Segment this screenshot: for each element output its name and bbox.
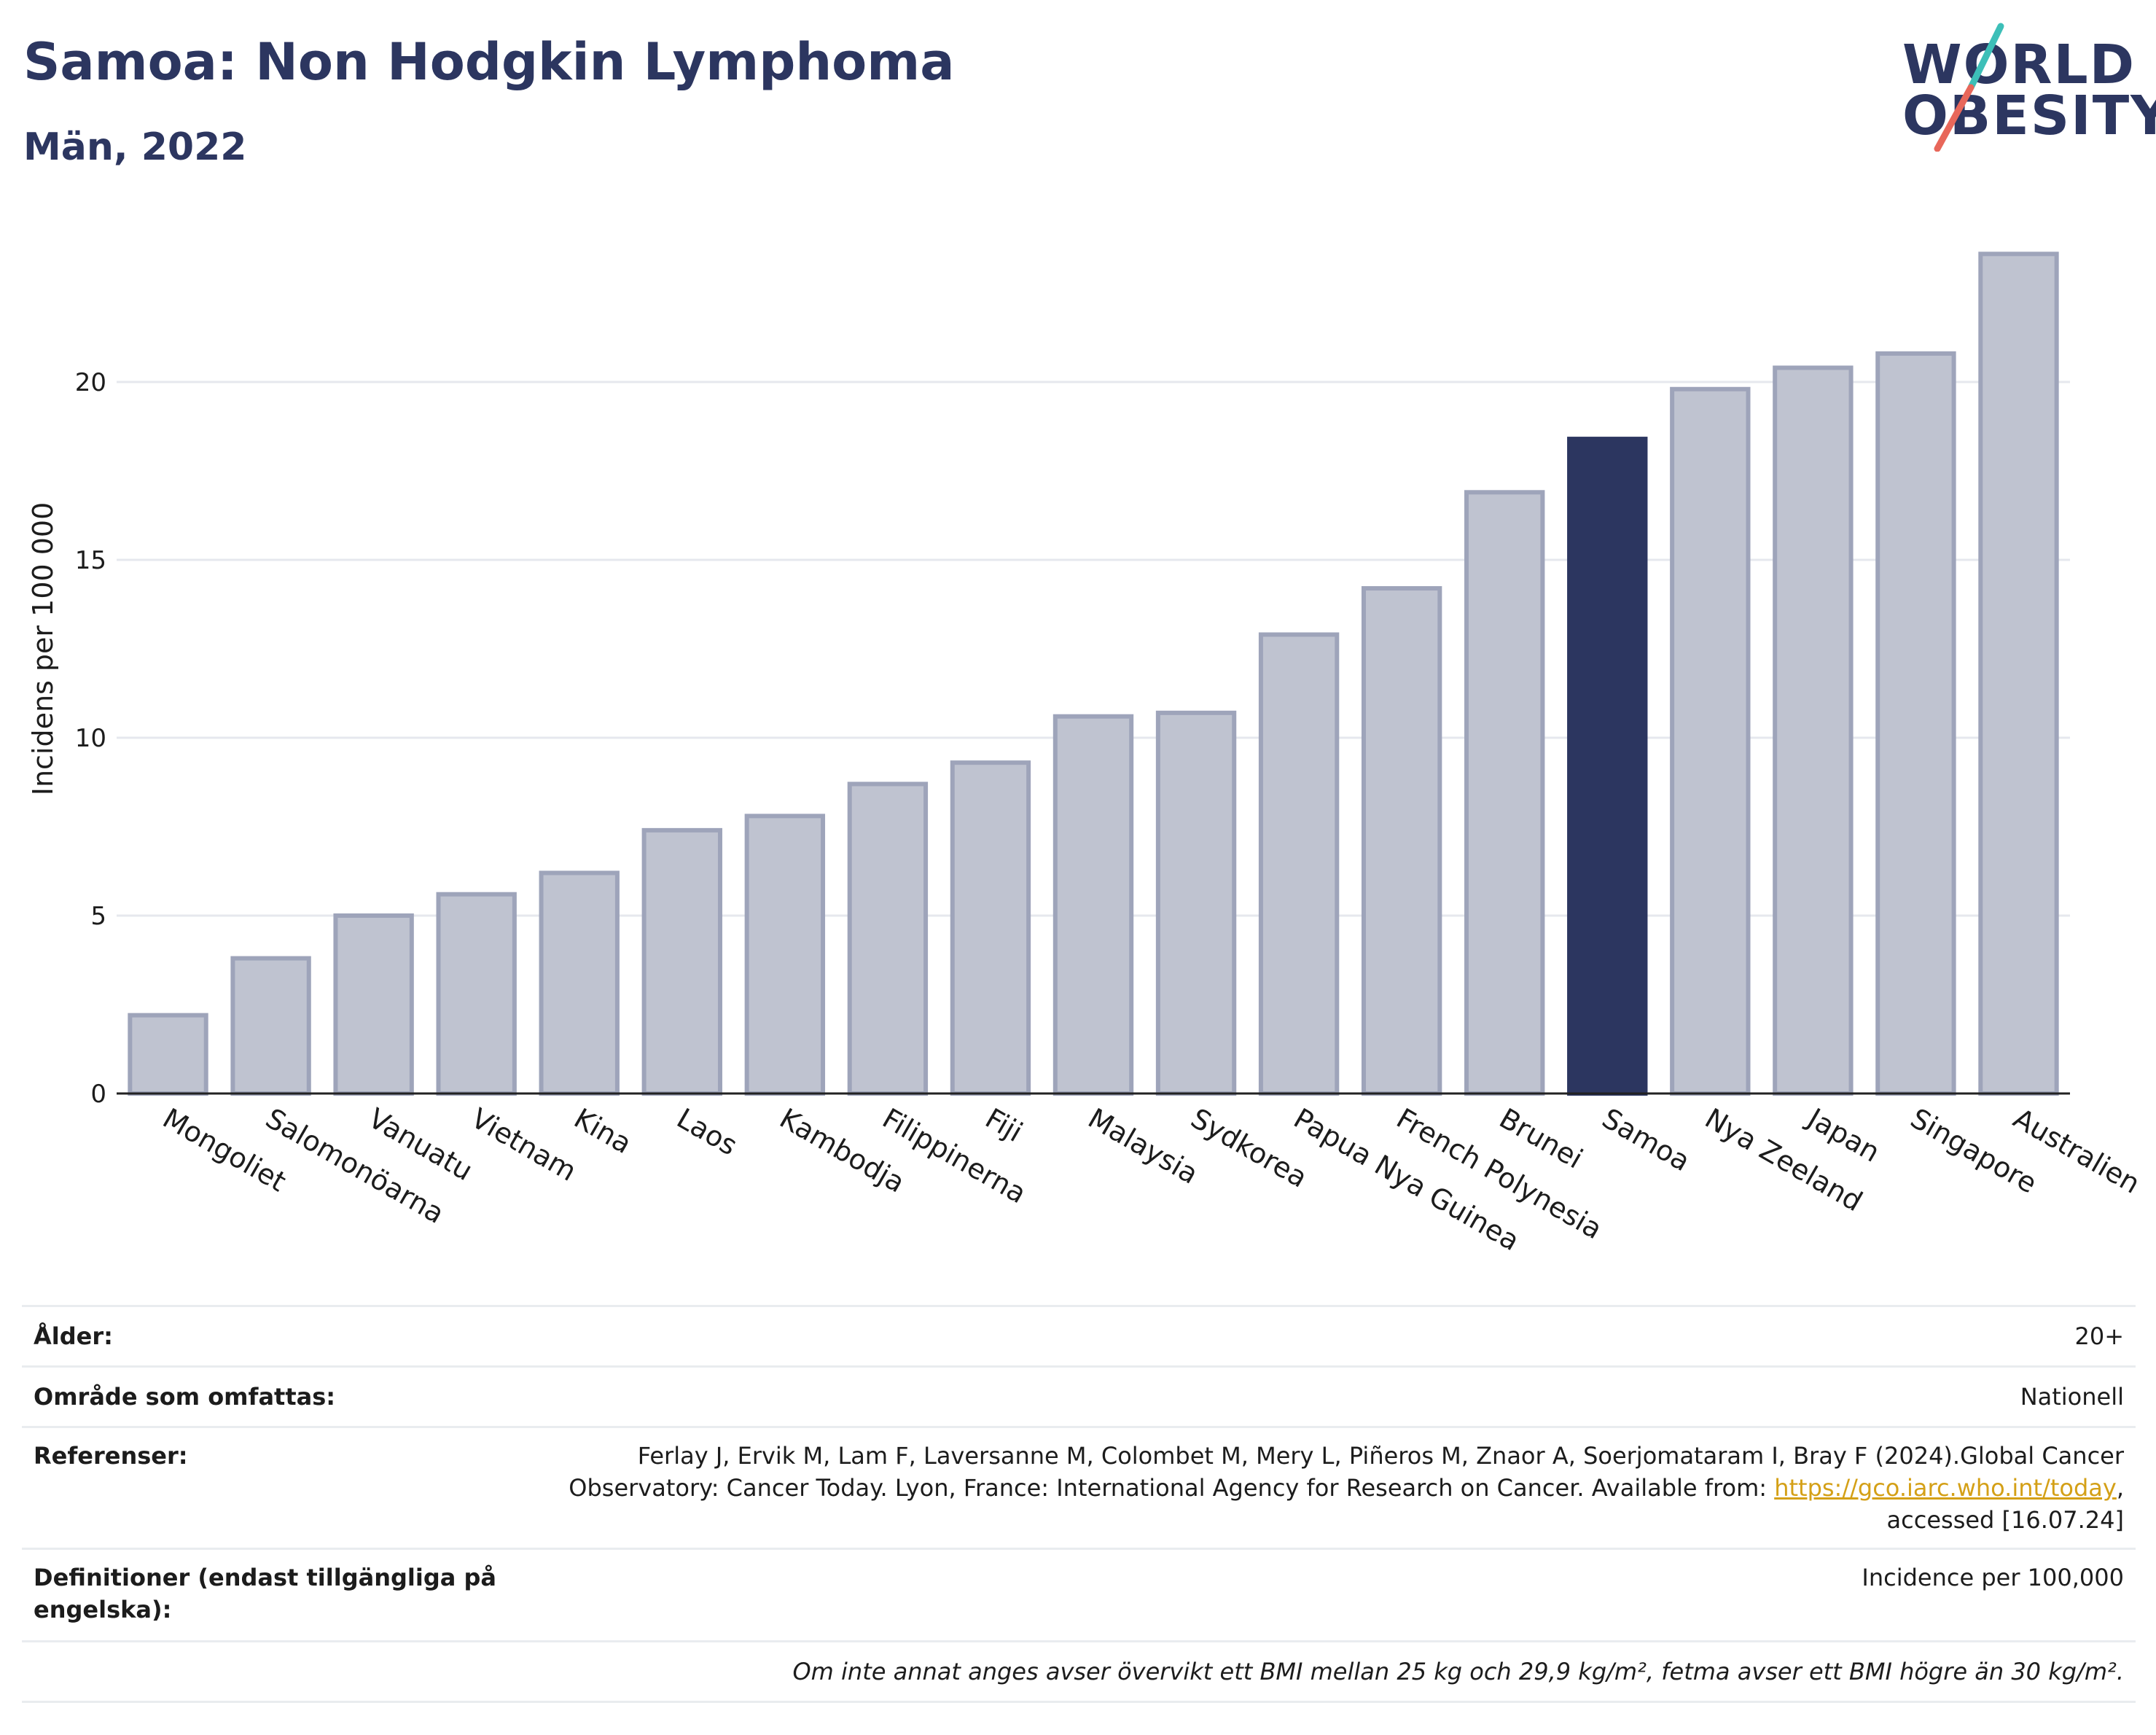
y-tick-label: 5 (90, 902, 106, 931)
bar-nya-zeeland (1670, 386, 1751, 1096)
metadata-table: Ålder: 20+ Område som omfattas: Nationel… (22, 1305, 2136, 1703)
meta-row-definitions: Definitioner (endast tillgängliga på eng… (22, 1548, 2136, 1640)
bar-papua-nya-guinea (1258, 632, 1340, 1096)
area-label: Område som omfattas: (34, 1383, 336, 1411)
logo-slash-icon (1934, 23, 2004, 152)
y-tick-label: 20 (75, 368, 106, 397)
bar-sydkorea (1155, 710, 1237, 1096)
bar-kina (539, 870, 620, 1096)
bar-samoa (1567, 437, 1648, 1096)
bar-filippinerna (847, 781, 929, 1096)
x-tick-label: Fiji (980, 1102, 1028, 1148)
meta-row-note: Om inte annat anges avser övervikt ett B… (22, 1640, 2136, 1703)
bar-singapore (1875, 351, 1956, 1096)
x-tick-label: Laos (671, 1102, 743, 1162)
age-label: Ålder: (34, 1322, 113, 1350)
references-line-2-end: , (2116, 1474, 2124, 1502)
logo-word-world: WORLD (1902, 34, 2136, 96)
y-axis-label: Incidens per 100 000 (27, 502, 59, 796)
x-tick-label: Sydkorea (1186, 1102, 1313, 1194)
bar-kambodja (744, 814, 826, 1096)
area-value: Nationell (2020, 1383, 2124, 1411)
bar-australien (1978, 252, 2059, 1096)
world-obesity-logo: WORLD OBESITY (1902, 20, 2156, 152)
bmi-note: Om inte annat anges avser övervikt ett B… (792, 1658, 2124, 1685)
x-tick-label: Malaysia (1083, 1102, 1204, 1190)
bar-brunei (1464, 490, 1545, 1096)
age-value: 20+ (2074, 1322, 2124, 1350)
bar-laos (641, 827, 722, 1096)
definitions-label: Definitioner (endast tillgängliga på eng… (34, 1564, 496, 1623)
bar-vanuatu (333, 913, 414, 1096)
references-link[interactable]: https://gco.iarc.who.int/today (1774, 1474, 2117, 1502)
references-line-2-text: Observatory: Cancer Today. Lyon, France:… (569, 1474, 1775, 1502)
references-label: Referenser: (34, 1442, 188, 1470)
chart-title: Samoa: Non Hodgkin Lymphoma (23, 32, 955, 92)
chart-subtitle: Män, 2022 (23, 125, 247, 169)
x-tick-label: Samoa (1597, 1102, 1695, 1178)
bar-mongoliet (128, 1013, 208, 1096)
definitions-value: Incidence per 100,000 (1862, 1564, 2124, 1591)
meta-row-references: Referenser: Ferlay J, Ervik M, Lam F, La… (22, 1426, 2136, 1548)
bar-vietnam (436, 892, 517, 1096)
y-tick-label: 0 (90, 1080, 106, 1109)
references-value: Ferlay J, Ervik M, Lam F, Laversanne M, … (520, 1440, 2124, 1536)
y-tick-label: 10 (75, 724, 106, 753)
references-line-1: Ferlay J, Ervik M, Lam F, Laversanne M, … (637, 1442, 2124, 1470)
bar-malaysia (1052, 714, 1134, 1096)
bar-french-polynesia (1361, 586, 1442, 1096)
y-tick-label: 15 (75, 546, 106, 575)
bar-salomonöarna (230, 956, 311, 1096)
x-tick-label: Salomonöarna (260, 1102, 450, 1230)
references-line-3: accessed [16.07.24] (1886, 1506, 2124, 1534)
bar-fiji (950, 760, 1031, 1096)
bar-japan (1773, 365, 1854, 1096)
x-tick-label: Vietnam (466, 1102, 582, 1188)
meta-row-age: Ålder: 20+ (22, 1305, 2136, 1365)
meta-row-area: Område som omfattas: Nationell (22, 1365, 2136, 1426)
references-line-2: Observatory: Cancer Today. Lyon, France:… (520, 1472, 2124, 1504)
x-tick-label: Kina (569, 1102, 637, 1161)
